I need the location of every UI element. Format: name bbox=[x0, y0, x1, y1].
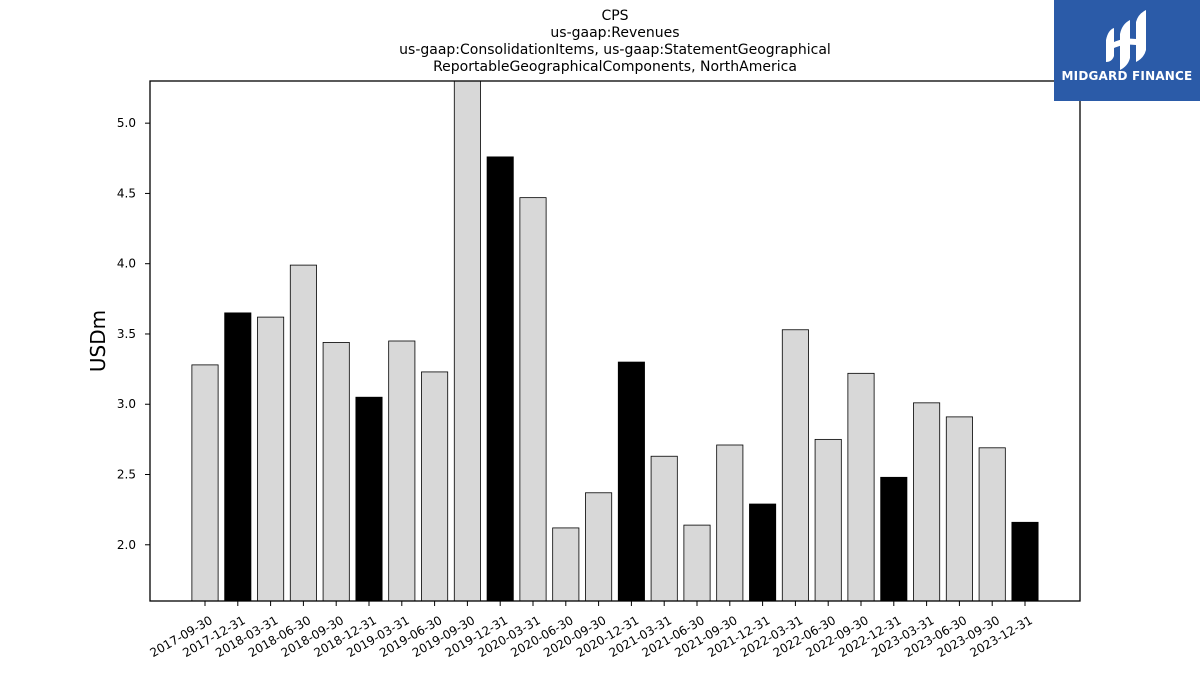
y-tick-label: 4.0 bbox=[117, 257, 136, 271]
chart-title-line-4: ReportableGeographicalComponents, NorthA… bbox=[433, 59, 797, 75]
logo-text: MIDGARD FINANCE bbox=[1061, 69, 1193, 83]
bar-2021-12-31 bbox=[749, 503, 777, 602]
y-axis-ticks: 2.0 2.5 3.0 3.5 4.0 4.5 5.0 bbox=[117, 116, 150, 552]
bar-2023-06-30 bbox=[945, 416, 973, 602]
bar-2020-06-30 bbox=[552, 527, 580, 602]
bars-group bbox=[191, 80, 1039, 602]
plot-area-frame bbox=[149, 80, 1081, 602]
bar-2018-12-31 bbox=[355, 396, 383, 602]
bar-2018-03-31 bbox=[257, 316, 285, 602]
bar-2023-09-30 bbox=[978, 447, 1006, 602]
y-axis-label: USDm bbox=[86, 310, 110, 372]
y-tick-label: 3.5 bbox=[117, 327, 136, 341]
bar-2022-09-30 bbox=[847, 372, 875, 602]
bar-2018-06-30 bbox=[289, 264, 317, 602]
midgard-finance-logo: MIDGARD FINANCE bbox=[1054, 0, 1200, 101]
chart-title-line-3: us-gaap:ConsolidationItems, us-gaap:Stat… bbox=[399, 42, 831, 58]
bar-2018-09-30 bbox=[322, 342, 350, 602]
y-tick-label: 5.0 bbox=[117, 116, 136, 130]
y-tick-label: 2.5 bbox=[117, 468, 136, 482]
bar-2022-03-31 bbox=[781, 329, 809, 602]
bar-2021-06-30 bbox=[683, 524, 711, 602]
chart-title-line-1: CPS bbox=[601, 8, 628, 24]
x-axis-ticks: 2017-09-302017-12-312018-03-312018-06-30… bbox=[147, 601, 1035, 660]
bar-2020-09-30 bbox=[585, 492, 613, 602]
bar-2020-03-31 bbox=[519, 197, 547, 602]
bar-2019-03-31 bbox=[388, 340, 416, 602]
bar-2019-06-30 bbox=[421, 371, 449, 602]
bar-2017-09-30 bbox=[191, 364, 219, 602]
chart-title-line-2: us-gaap:Revenues bbox=[550, 25, 679, 41]
logo-mark-icon bbox=[1106, 10, 1146, 70]
bar-2019-12-31 bbox=[486, 156, 514, 602]
bar-2023-12-31 bbox=[1011, 521, 1039, 602]
bar-2021-09-30 bbox=[716, 444, 744, 602]
y-tick-label: 4.5 bbox=[117, 186, 136, 200]
chart-title: CPS us-gaap:Revenues us-gaap:Consolidati… bbox=[399, 8, 831, 75]
bar-2023-03-31 bbox=[913, 402, 941, 602]
bar-2022-06-30 bbox=[814, 438, 842, 602]
bar-2019-09-30 bbox=[453, 80, 481, 602]
y-tick-label: 2.0 bbox=[117, 538, 136, 552]
bar-2020-12-31 bbox=[617, 361, 645, 602]
bar-2017-12-31 bbox=[224, 312, 252, 602]
bar-2021-03-31 bbox=[650, 455, 678, 602]
y-tick-label: 3.0 bbox=[117, 397, 136, 411]
bar-2022-12-31 bbox=[880, 476, 908, 602]
